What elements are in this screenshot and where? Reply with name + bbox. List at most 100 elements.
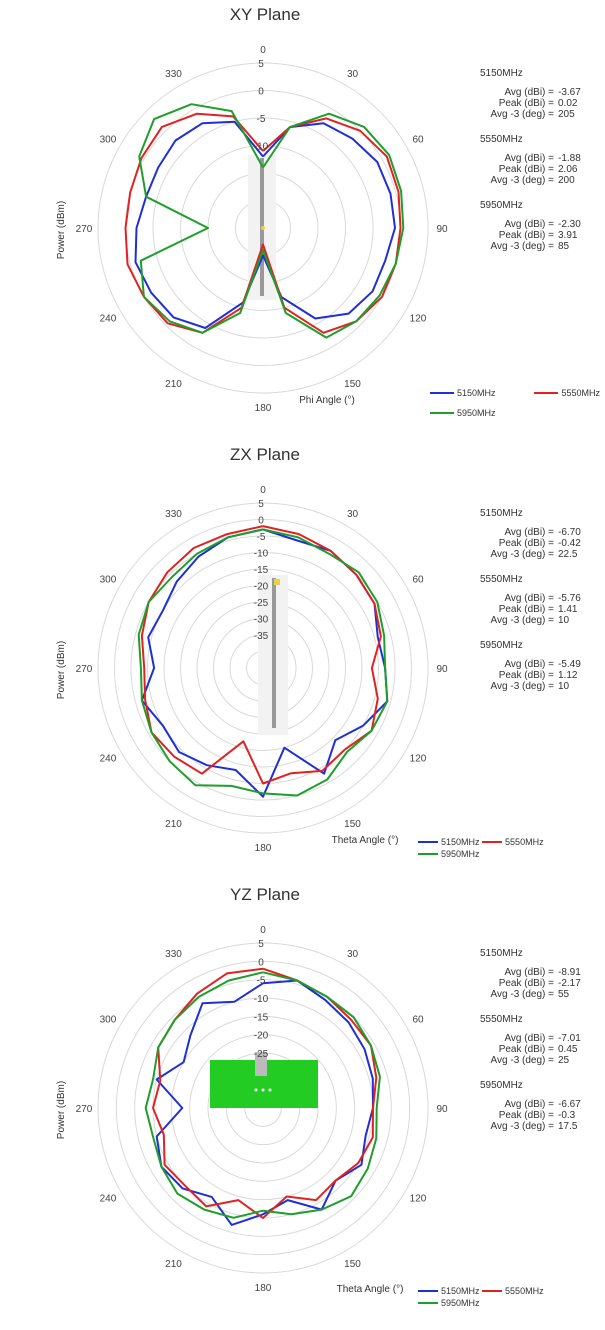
angle-tick-label: 330	[165, 69, 182, 80]
stat-value: -0.3	[558, 1110, 576, 1121]
angle-tick-label: 90	[436, 1104, 448, 1115]
stat-label: Avg (dBi) =	[504, 1099, 554, 1110]
stat-value: 200	[558, 175, 575, 186]
series-layer	[144, 967, 381, 1226]
stat-block: 5550MHz Avg (dBi) = -5.76 Peak (dBi) = 1.41 A…	[480, 574, 584, 626]
angle-tick-label: 30	[347, 949, 359, 960]
series-line-5150MHz	[155, 979, 374, 1226]
stat-block: 5550MHz Avg (dBi) = -7.01 Peak (dBi) = 0.45 A…	[480, 1014, 584, 1066]
stat-value: 1.12	[558, 670, 578, 681]
device-inset-image	[258, 575, 288, 735]
angle-tick-label: 300	[100, 135, 117, 146]
radial-tick-label: 0	[258, 957, 264, 968]
stat-label: Peak (dBi) =	[498, 1044, 554, 1055]
grid-ring	[114, 519, 412, 817]
radial-tick-label: 5	[258, 939, 264, 950]
stats-panel: 5150MHz Avg (dBi) = -6.70 Peak (dBi) = -0.42…	[480, 508, 584, 706]
series-line-5550MHz	[124, 112, 402, 334]
legend-item-5950: 5950MHz	[430, 408, 496, 418]
stat-value: 25	[558, 1055, 570, 1066]
angle-tick-label: 330	[165, 949, 182, 960]
legend: 5150MHz 5550MHz 5950MHz	[418, 1284, 605, 1308]
stat-value: 22.5	[558, 549, 578, 560]
stat-value: -8.91	[558, 967, 581, 978]
tick-layer: 0 30 60 90 120 150 180 210 240 270 300 330 5 0 -5 -10	[76, 45, 448, 414]
device-inset-image	[210, 1052, 318, 1108]
grid-ring	[130, 535, 396, 801]
angle-tick-label: 180	[255, 843, 272, 854]
radial-tick-label: -10	[254, 142, 269, 153]
stat-label: Peak (dBi) =	[498, 978, 554, 989]
grid-ring	[97, 62, 429, 394]
radial-tick-label: -35	[254, 631, 269, 642]
stat-label: Avg -3 (deg) =	[490, 109, 554, 120]
stat-label: Peak (dBi) =	[498, 604, 554, 615]
angle-tick-label: 240	[100, 754, 117, 765]
zx-plane-panel: ZX Plane 0 30 60 90 120 150 180 210 240 270 300 330…	[0, 440, 605, 870]
stat-value: -5.49	[558, 659, 581, 670]
angle-tick-label: 30	[347, 69, 359, 80]
angle-tick-label: 270	[76, 224, 93, 235]
stat-label: Peak (dBi) =	[498, 670, 554, 681]
legend-item-5150: 5150MHz	[430, 388, 496, 398]
grid-ring	[97, 502, 429, 834]
stat-label: Avg -3 (deg) =	[490, 681, 554, 692]
stat-value: 85	[558, 241, 570, 252]
stat-block: 5150MHz Avg (dBi) = -3.67 Peak (dBi) = 0.02 A…	[480, 68, 584, 120]
grid-ring	[134, 979, 392, 1237]
angle-tick-label: 120	[410, 314, 427, 325]
angle-tick-label: 300	[100, 575, 117, 586]
angle-tick-label: 120	[410, 754, 427, 765]
angle-tick-label: 240	[100, 1194, 117, 1205]
angle-axis-label: Theta Angle (°)	[332, 835, 399, 846]
stat-label: Peak (dBi) =	[498, 164, 554, 175]
stat-value: -5.76	[558, 593, 581, 604]
stat-block: 5150MHz Avg (dBi) = -8.91 Peak (dBi) = -2.17…	[480, 948, 584, 1000]
radial-tick-label: -5	[257, 114, 266, 125]
legend-item-5150: 5150MHz	[418, 1286, 480, 1296]
series-layer	[124, 103, 405, 339]
stat-label: Avg (dBi) =	[504, 527, 554, 538]
radial-tick-label: -10	[254, 994, 269, 1005]
angle-tick-label: 150	[344, 1259, 361, 1270]
stat-block: 5550MHz Avg (dBi) = -1.88 Peak (dBi) = 2.06 A…	[480, 134, 584, 186]
stat-label: Avg (dBi) =	[504, 593, 554, 604]
angle-tick-label: 270	[76, 1104, 93, 1115]
angle-tick-label: 240	[100, 314, 117, 325]
stat-label: Avg (dBi) =	[504, 1033, 554, 1044]
grid-ring	[170, 1015, 356, 1201]
angle-tick-label: 0	[260, 45, 266, 56]
stat-block: 5150MHz Avg (dBi) = -6.70 Peak (dBi) = -0.42…	[480, 508, 584, 560]
series-line-5150MHz	[134, 120, 396, 329]
angle-tick-label: 150	[344, 819, 361, 830]
stat-label: Avg (dBi) =	[504, 967, 554, 978]
stat-frequency: 5550MHz	[480, 1014, 523, 1025]
radial-axis-label: Power (dBm)	[56, 1081, 67, 1139]
angle-tick-label: 330	[165, 509, 182, 520]
yz-polar-chart: YZ Plane 0 30 60 90 120 150 180 210 240 270 300 330…	[56, 885, 448, 1295]
angle-tick-label: 210	[165, 819, 182, 830]
stat-value: 0.02	[558, 98, 578, 109]
angle-tick-label: 210	[165, 1259, 182, 1270]
angle-tick-label: 210	[165, 379, 182, 390]
stat-label: Avg (dBi) =	[504, 153, 554, 164]
xy-polar-chart: XY Plane 0 30 60 90 120 150 180 210 240 270 300 330…	[56, 5, 448, 414]
angle-tick-label: 300	[100, 1015, 117, 1026]
stat-frequency: 5950MHz	[480, 1080, 523, 1091]
stat-value: -2.30	[558, 219, 581, 230]
stat-frequency: 5150MHz	[480, 68, 523, 79]
radial-tick-label: 5	[258, 59, 264, 70]
angle-tick-label: 60	[412, 575, 424, 586]
legend-item-5550: 5550MHz	[534, 388, 600, 398]
legend-item-5150: 5150MHz	[418, 837, 480, 847]
stat-value: 55	[558, 989, 570, 1000]
stat-frequency: 5950MHz	[480, 200, 523, 211]
stat-value: 1.41	[558, 604, 578, 615]
radial-tick-label: -20	[254, 582, 269, 593]
stat-value: 205	[558, 109, 575, 120]
stat-label: Peak (dBi) =	[498, 538, 554, 549]
stat-block: 5950MHz Avg (dBi) = -5.49 Peak (dBi) = 1.12 A…	[480, 640, 584, 692]
stat-frequency: 5550MHz	[480, 574, 523, 585]
angle-axis-label: Theta Angle (°)	[337, 1284, 404, 1295]
radial-tick-label: -25	[254, 598, 269, 609]
